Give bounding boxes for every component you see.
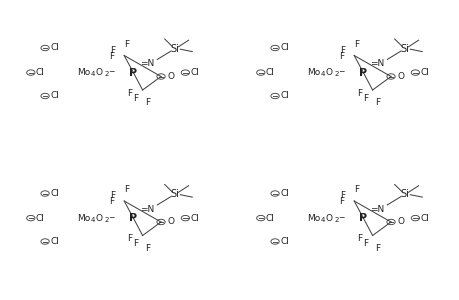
Text: 2: 2 <box>104 71 109 77</box>
Text: O: O <box>397 218 403 226</box>
Text: F: F <box>339 46 345 55</box>
Text: F: F <box>362 239 368 248</box>
Text: Cl: Cl <box>280 237 288 246</box>
Text: 4: 4 <box>90 71 95 77</box>
Text: P: P <box>129 68 137 78</box>
Text: Cl: Cl <box>190 214 199 223</box>
Text: O: O <box>95 214 102 223</box>
Text: Cl: Cl <box>36 214 45 223</box>
Text: Si: Si <box>399 44 409 54</box>
Text: O: O <box>167 218 174 226</box>
Text: F: F <box>353 40 358 49</box>
Text: −: − <box>338 67 344 76</box>
Text: O: O <box>325 68 332 77</box>
Text: Cl: Cl <box>265 214 274 223</box>
Text: =N: =N <box>140 205 154 214</box>
Text: F: F <box>123 40 129 49</box>
Text: 4: 4 <box>90 217 95 223</box>
Text: 2: 2 <box>334 71 338 77</box>
Text: Cl: Cl <box>280 44 288 52</box>
Text: F: F <box>123 185 129 194</box>
Text: F: F <box>133 94 138 103</box>
Text: P: P <box>358 68 367 78</box>
Text: Si: Si <box>170 189 179 199</box>
Text: F: F <box>144 244 150 253</box>
Text: P: P <box>358 213 367 223</box>
Text: F: F <box>108 197 114 206</box>
Text: O: O <box>397 72 403 81</box>
Text: 2: 2 <box>334 217 338 223</box>
Text: Cl: Cl <box>420 68 428 77</box>
Text: F: F <box>127 234 132 243</box>
Text: −: − <box>338 213 344 222</box>
Text: −: − <box>108 213 115 222</box>
Text: F: F <box>338 197 343 206</box>
Text: F: F <box>374 98 379 107</box>
Text: 4: 4 <box>320 71 325 77</box>
Text: F: F <box>339 191 345 200</box>
Text: Cl: Cl <box>50 44 59 52</box>
Text: F: F <box>338 52 343 61</box>
Text: =N: =N <box>369 205 384 214</box>
Text: F: F <box>356 234 362 243</box>
Text: Mo: Mo <box>306 68 319 77</box>
Text: F: F <box>374 244 379 253</box>
Text: F: F <box>353 185 358 194</box>
Text: Mo: Mo <box>77 68 90 77</box>
Text: Si: Si <box>170 44 179 54</box>
Text: Mo: Mo <box>77 214 90 223</box>
Text: Cl: Cl <box>50 237 59 246</box>
Text: =N: =N <box>140 59 154 68</box>
Text: F: F <box>133 239 138 248</box>
Text: Si: Si <box>399 189 409 199</box>
Text: Cl: Cl <box>265 68 274 77</box>
Text: P: P <box>129 213 137 223</box>
Text: F: F <box>362 94 368 103</box>
Text: F: F <box>127 88 132 98</box>
Text: Cl: Cl <box>280 92 288 100</box>
Text: −: − <box>108 67 115 76</box>
Text: Cl: Cl <box>280 189 288 198</box>
Text: Cl: Cl <box>190 68 199 77</box>
Text: F: F <box>110 191 115 200</box>
Text: F: F <box>356 88 362 98</box>
Text: 2: 2 <box>104 217 109 223</box>
Text: Cl: Cl <box>50 92 59 100</box>
Text: F: F <box>108 52 114 61</box>
Text: 4: 4 <box>320 217 325 223</box>
Text: Cl: Cl <box>420 214 428 223</box>
Text: Cl: Cl <box>36 68 45 77</box>
Text: F: F <box>144 98 150 107</box>
Text: O: O <box>167 72 174 81</box>
Text: =N: =N <box>369 59 384 68</box>
Text: O: O <box>95 68 102 77</box>
Text: Mo: Mo <box>306 214 319 223</box>
Text: O: O <box>325 214 332 223</box>
Text: Cl: Cl <box>50 189 59 198</box>
Text: F: F <box>110 46 115 55</box>
